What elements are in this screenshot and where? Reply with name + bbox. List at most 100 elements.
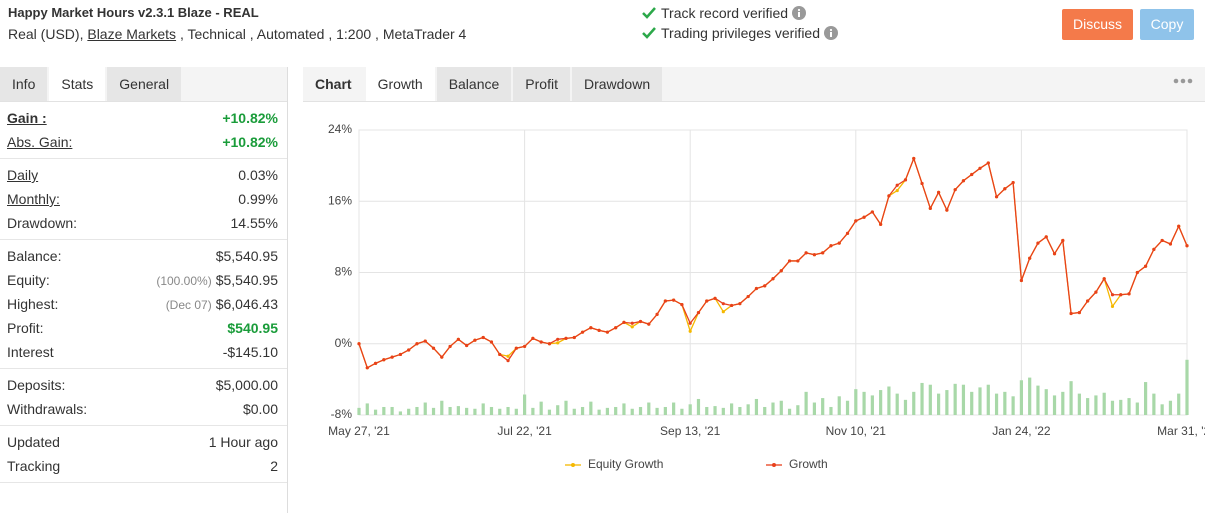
stat-row: Drawdown: 14.55% xyxy=(0,211,287,235)
bar xyxy=(514,408,518,415)
stat-value: 0.99% xyxy=(238,191,278,207)
point xyxy=(589,326,593,330)
point xyxy=(423,339,427,343)
bar xyxy=(961,384,966,415)
stats-group: Daily 0.03% Monthly: 0.99% Drawdown: 14.55% xyxy=(0,159,287,240)
point xyxy=(638,319,643,324)
stats-panel: Info Stats General Gain : +10.82% Abs. Gain:… xyxy=(0,67,288,513)
tab[interactable]: General xyxy=(107,67,182,101)
stat-row: Updated 1 Hour ago xyxy=(0,430,287,454)
bar xyxy=(357,407,361,415)
point xyxy=(1077,310,1081,315)
bar xyxy=(986,384,990,415)
point xyxy=(415,342,419,346)
info-icon[interactable] xyxy=(792,6,807,20)
tab[interactable]: Profit xyxy=(513,67,570,101)
point xyxy=(622,320,626,324)
bar xyxy=(680,408,684,415)
point xyxy=(688,321,692,325)
point xyxy=(473,338,477,342)
details: , Technical , Automated , 1:200 , MetaTr… xyxy=(179,26,467,42)
stat-value: 14.55% xyxy=(230,215,278,231)
point xyxy=(456,337,460,341)
bar xyxy=(597,409,601,415)
tab[interactable]: Growth xyxy=(365,67,435,101)
bar xyxy=(1127,398,1131,415)
tab[interactable]: Info xyxy=(0,67,48,101)
point xyxy=(390,355,394,359)
point xyxy=(506,354,510,358)
point xyxy=(556,341,560,345)
point xyxy=(1177,224,1181,228)
bar xyxy=(978,387,982,415)
tab[interactable]: Balance xyxy=(436,67,512,101)
discuss-button[interactable]: Discuss xyxy=(1062,9,1133,40)
point xyxy=(614,326,618,330)
bar xyxy=(879,390,883,415)
bar xyxy=(1061,391,1065,415)
menu-icon[interactable] xyxy=(1173,77,1193,85)
bar xyxy=(506,406,510,415)
bar xyxy=(721,407,725,415)
stat-value-wrap: 2 xyxy=(270,454,278,478)
bar xyxy=(465,407,469,415)
point xyxy=(1052,252,1057,256)
point xyxy=(597,328,601,332)
bar xyxy=(870,395,874,415)
verified-item: Track record verified xyxy=(641,5,807,21)
stat-value-wrap: -$145.10 xyxy=(223,340,278,364)
y-tick-label: 0% xyxy=(335,336,353,350)
bar xyxy=(738,406,742,415)
bar xyxy=(489,406,494,415)
tab[interactable]: Drawdown xyxy=(571,67,663,101)
stat-label: Deposits: xyxy=(7,377,66,393)
point xyxy=(1003,187,1007,191)
bar xyxy=(448,406,452,415)
stat-label: Monthly: xyxy=(7,191,60,207)
subtitle: Real (USD), Blaze Markets , Technical , … xyxy=(8,26,466,42)
tab[interactable]: Stats xyxy=(49,67,106,101)
bar xyxy=(953,383,957,415)
point xyxy=(498,352,502,357)
point xyxy=(870,210,874,214)
stat-row: Daily 0.03% xyxy=(0,163,287,187)
bar xyxy=(1069,381,1073,415)
y-tick-label: 8% xyxy=(335,265,353,279)
stat-row: Gain : +10.82% xyxy=(0,106,287,130)
bar xyxy=(730,403,734,415)
stat-value: +10.82% xyxy=(222,134,278,150)
point xyxy=(680,302,684,307)
bar xyxy=(390,406,394,415)
stat-row: Deposits: $5,000.00 xyxy=(0,373,287,397)
stat-value: $0.00 xyxy=(242,401,278,417)
stat-label: Balance: xyxy=(7,248,62,264)
bar xyxy=(779,400,783,415)
bar xyxy=(1094,395,1098,415)
bar xyxy=(845,400,850,415)
bar xyxy=(398,411,402,415)
stat-row: Balance: $5,540.95 xyxy=(0,244,287,268)
stat-value-wrap: $540.95 xyxy=(227,316,278,340)
bar xyxy=(1185,359,1189,415)
stat-value-wrap: +10.82% xyxy=(222,130,278,154)
bar xyxy=(920,382,924,415)
copy-button[interactable]: Copy xyxy=(1140,9,1194,40)
stats-group: Balance: $5,540.95 Equity: (100.00%) $5,540.… xyxy=(0,240,287,369)
point xyxy=(837,241,841,245)
bar xyxy=(630,408,634,415)
bar xyxy=(605,407,609,415)
bar xyxy=(1135,402,1139,415)
broker-link[interactable]: Blaze Markets xyxy=(87,26,177,42)
legend-label: Growth xyxy=(789,457,828,471)
bar xyxy=(787,408,792,415)
point xyxy=(1044,235,1048,239)
tab-label: Chart xyxy=(315,76,352,92)
bar xyxy=(531,407,535,415)
point xyxy=(895,183,899,187)
info-icon[interactable] xyxy=(824,26,838,40)
point xyxy=(663,299,667,303)
point xyxy=(1028,256,1032,260)
point xyxy=(804,251,808,255)
stats-group: Deposits: $5,000.00 Withdrawals: $0.00 xyxy=(0,369,287,426)
chart-panel: Chart Growth Balance Profit Drawdown -8% 0% 8%… xyxy=(303,67,1205,513)
